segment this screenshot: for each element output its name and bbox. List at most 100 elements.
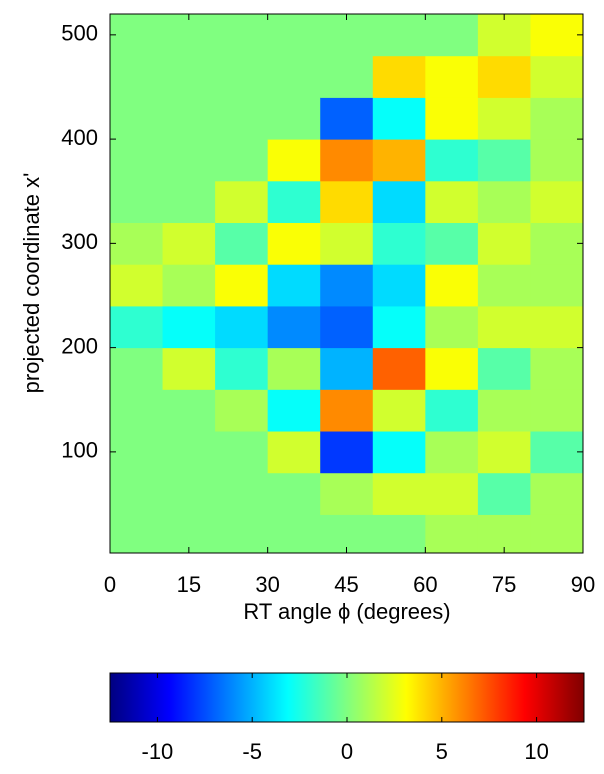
heatmap-cell [162, 222, 216, 265]
heatmap-cell [530, 389, 583, 432]
heatmap-cell [530, 139, 583, 182]
x-tick-label: 60 [413, 572, 437, 597]
colorbar-tick-label: 5 [436, 739, 448, 764]
heatmap-cell [215, 139, 269, 182]
heatmap-cell [372, 431, 426, 474]
heatmap-cell [530, 180, 583, 224]
heatmap-cell [267, 14, 321, 57]
heatmap-cell [320, 514, 374, 553]
y-tick-label: 500 [61, 21, 98, 46]
heatmap-cell [477, 514, 531, 553]
heatmap-cell [215, 222, 269, 265]
heatmap-cell [215, 97, 269, 140]
heatmap-cell [162, 55, 216, 98]
heatmap-cell [530, 472, 583, 515]
heatmap-cell [110, 514, 164, 553]
heatmap-cell [477, 14, 531, 57]
heatmap-cell [320, 180, 374, 224]
heatmap-cell [162, 97, 216, 140]
heatmap-cell [267, 514, 321, 553]
heatmap-cell [162, 389, 216, 432]
heatmap-cell [425, 264, 479, 307]
y-tick-label: 200 [61, 333, 98, 358]
heatmap-cell [372, 14, 426, 57]
heatmap-cell [530, 305, 583, 349]
heatmap-cell [162, 305, 216, 349]
heatmap-cell [320, 472, 374, 515]
heatmap-cell [477, 139, 531, 182]
x-tick-label: 0 [104, 572, 116, 597]
heatmap-cell [530, 264, 583, 307]
heatmap-cell [372, 514, 426, 553]
heatmap-cell [425, 431, 479, 474]
heatmap-cell [215, 264, 269, 307]
x-axis-label: RT angle ϕ (degrees) [243, 599, 450, 624]
heatmap-cell [110, 139, 164, 182]
y-tick-label: 100 [61, 438, 98, 463]
heatmap-cell [425, 389, 479, 432]
heatmap-cell [320, 97, 374, 140]
heatmap-cell [477, 180, 531, 224]
y-axis-label: projected coordinate x' [19, 173, 44, 394]
heatmap-cell [372, 55, 426, 98]
colorbar [109, 672, 585, 723]
heatmap-cell [267, 180, 321, 224]
heatmap-cell [425, 514, 479, 553]
heatmap-cell [425, 55, 479, 98]
heatmap-cell [267, 55, 321, 98]
heatmap-cell [372, 347, 426, 390]
heatmap-cell [267, 472, 321, 515]
heatmap-cell [162, 347, 216, 390]
heatmap-cell [267, 139, 321, 182]
heatmap-cell [162, 139, 216, 182]
heatmap-cell [215, 55, 269, 98]
y-tick-label: 400 [61, 125, 98, 150]
heatmap-cell [267, 264, 321, 307]
heatmap-cell [372, 97, 426, 140]
heatmap-cell [477, 55, 531, 98]
heatmap-cell [215, 472, 269, 515]
heatmap-cell [320, 14, 374, 57]
heatmap-cell [320, 431, 374, 474]
heatmap-cell [110, 264, 164, 307]
colorbar-tick-label: 0 [341, 739, 353, 764]
heatmap-cell [162, 431, 216, 474]
heatmap-cell [477, 389, 531, 432]
heatmap-cell [372, 139, 426, 182]
heatmap-cell [425, 139, 479, 182]
heatmap-cell [320, 389, 374, 432]
heatmap-cell [110, 222, 164, 265]
heatmap-cell [320, 347, 374, 390]
heatmap-cell [530, 97, 583, 140]
heatmap-cell [267, 389, 321, 432]
heatmap-cell [215, 514, 269, 553]
heatmap-cell [372, 472, 426, 515]
heatmap-cell [425, 472, 479, 515]
heatmap-cell [477, 431, 531, 474]
heatmap-cell [110, 472, 164, 515]
heatmap-cell [530, 431, 583, 474]
heatmap-cell [215, 180, 269, 224]
heatmap-cell [477, 472, 531, 515]
heatmap-cell [372, 180, 426, 224]
heatmap [110, 14, 583, 553]
heatmap-cell [110, 180, 164, 224]
heatmap-cell [425, 222, 479, 265]
heatmap-cell [477, 264, 531, 307]
heatmap-cell [425, 347, 479, 390]
heatmap-cell [477, 222, 531, 265]
heatmap-cell [162, 514, 216, 553]
heatmap-cell [425, 14, 479, 57]
heatmap-cell [162, 14, 216, 57]
heatmap-cell [425, 305, 479, 349]
heatmap-cell [267, 222, 321, 265]
x-tick-label: 90 [571, 572, 595, 597]
x-tick-label: 15 [177, 572, 201, 597]
heatmap-cell [110, 389, 164, 432]
x-tick-label: 75 [492, 572, 516, 597]
heatmap-cell [162, 472, 216, 515]
heatmap-cell [320, 55, 374, 98]
heatmap-cell [372, 389, 426, 432]
heatmap-cell [110, 347, 164, 390]
